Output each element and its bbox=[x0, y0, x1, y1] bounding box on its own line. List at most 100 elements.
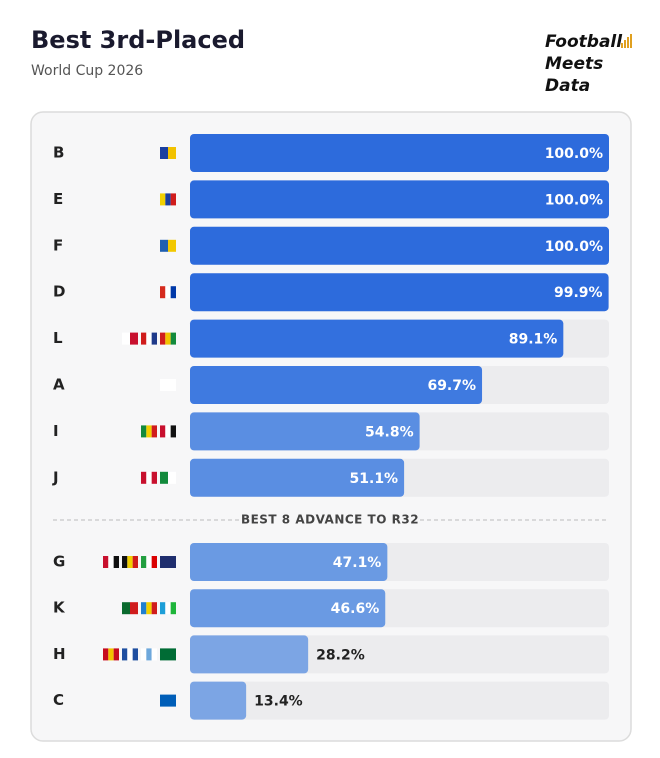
flag bbox=[170, 286, 176, 299]
flag bbox=[141, 332, 147, 345]
flag bbox=[122, 332, 130, 345]
flag bbox=[132, 648, 138, 661]
flag bbox=[160, 694, 168, 707]
flag bbox=[170, 193, 176, 206]
flag bbox=[170, 602, 176, 615]
value-label: 51.1% bbox=[350, 471, 399, 487]
category-label: I bbox=[53, 422, 59, 440]
flag bbox=[146, 332, 152, 345]
flag bbox=[160, 425, 166, 438]
bar bbox=[190, 458, 405, 497]
category-label: H bbox=[53, 645, 66, 663]
flag bbox=[141, 648, 147, 661]
chart-title: Best 3rd-Placed bbox=[31, 26, 245, 54]
category-label: K bbox=[53, 599, 66, 617]
flag bbox=[141, 425, 147, 438]
category-label: A bbox=[53, 376, 65, 394]
flag bbox=[130, 332, 138, 345]
flag bbox=[170, 332, 176, 345]
category-label: G bbox=[53, 553, 65, 571]
flag bbox=[165, 425, 171, 438]
flag bbox=[168, 147, 176, 159]
value-label: 46.6% bbox=[331, 601, 380, 617]
bar-track bbox=[190, 681, 609, 720]
flag bbox=[146, 425, 152, 438]
flag bbox=[160, 239, 168, 252]
bar bbox=[190, 366, 483, 404]
flag bbox=[108, 648, 114, 661]
logo-icon bbox=[624, 40, 626, 48]
bar bbox=[190, 134, 609, 172]
flag bbox=[127, 648, 133, 661]
bar bbox=[190, 273, 609, 312]
flag bbox=[168, 379, 176, 391]
logo-line: Data bbox=[545, 76, 590, 96]
flag bbox=[165, 602, 171, 615]
flag bbox=[160, 379, 168, 391]
value-label: 100.0% bbox=[545, 146, 603, 162]
category-label: B bbox=[53, 144, 64, 162]
value-label: 13.4% bbox=[254, 694, 303, 710]
bar bbox=[190, 543, 388, 581]
category-label: J bbox=[52, 468, 59, 486]
flag bbox=[130, 602, 138, 615]
flag bbox=[160, 193, 166, 206]
flag bbox=[113, 648, 119, 661]
flag bbox=[127, 556, 133, 568]
flag bbox=[113, 556, 119, 568]
flag bbox=[168, 648, 176, 661]
bar bbox=[190, 412, 420, 451]
flag bbox=[165, 286, 171, 299]
value-label: 99.9% bbox=[554, 285, 603, 301]
value-label: 28.2% bbox=[316, 647, 365, 663]
flag bbox=[146, 471, 152, 484]
flag bbox=[160, 648, 168, 661]
flag bbox=[132, 556, 138, 568]
flag bbox=[168, 556, 176, 568]
bar bbox=[190, 319, 564, 358]
flag bbox=[146, 556, 152, 568]
chart-subtitle: World Cup 2026 bbox=[31, 63, 143, 79]
flag bbox=[168, 239, 176, 252]
flag bbox=[122, 556, 128, 568]
logo-line: Meets bbox=[545, 54, 603, 74]
value-label: 47.1% bbox=[333, 555, 382, 571]
flag bbox=[151, 425, 157, 438]
bar bbox=[190, 681, 247, 720]
logo-icon bbox=[630, 34, 632, 48]
category-label: F bbox=[53, 236, 63, 254]
category-label: E bbox=[53, 190, 63, 208]
category-label: C bbox=[53, 691, 64, 709]
flag bbox=[160, 471, 168, 484]
bar bbox=[190, 226, 609, 265]
value-label: 69.7% bbox=[427, 378, 476, 394]
flag bbox=[151, 602, 157, 615]
flag bbox=[160, 602, 166, 615]
divider-label: BEST 8 ADVANCE TO R32 bbox=[241, 513, 419, 527]
flag bbox=[146, 648, 152, 661]
flag bbox=[141, 556, 147, 568]
bar bbox=[190, 589, 386, 628]
category-label: L bbox=[53, 329, 63, 347]
flag bbox=[141, 471, 147, 484]
logo-line: Football bbox=[545, 32, 623, 52]
bar bbox=[190, 635, 309, 674]
logo-icon bbox=[621, 43, 623, 48]
bar bbox=[190, 180, 609, 219]
flag bbox=[146, 602, 152, 615]
flag bbox=[122, 648, 128, 661]
value-label: 100.0% bbox=[545, 239, 603, 255]
value-label: 89.1% bbox=[509, 332, 558, 348]
flag bbox=[151, 648, 157, 661]
flag bbox=[103, 648, 109, 661]
flag bbox=[168, 694, 176, 707]
category-label: D bbox=[53, 283, 65, 301]
flag bbox=[108, 556, 114, 568]
flag bbox=[160, 286, 166, 299]
flag bbox=[170, 425, 176, 438]
flag bbox=[103, 556, 109, 568]
logo: Football Meets Data bbox=[545, 32, 632, 96]
flag bbox=[122, 602, 130, 615]
flag bbox=[165, 193, 171, 206]
